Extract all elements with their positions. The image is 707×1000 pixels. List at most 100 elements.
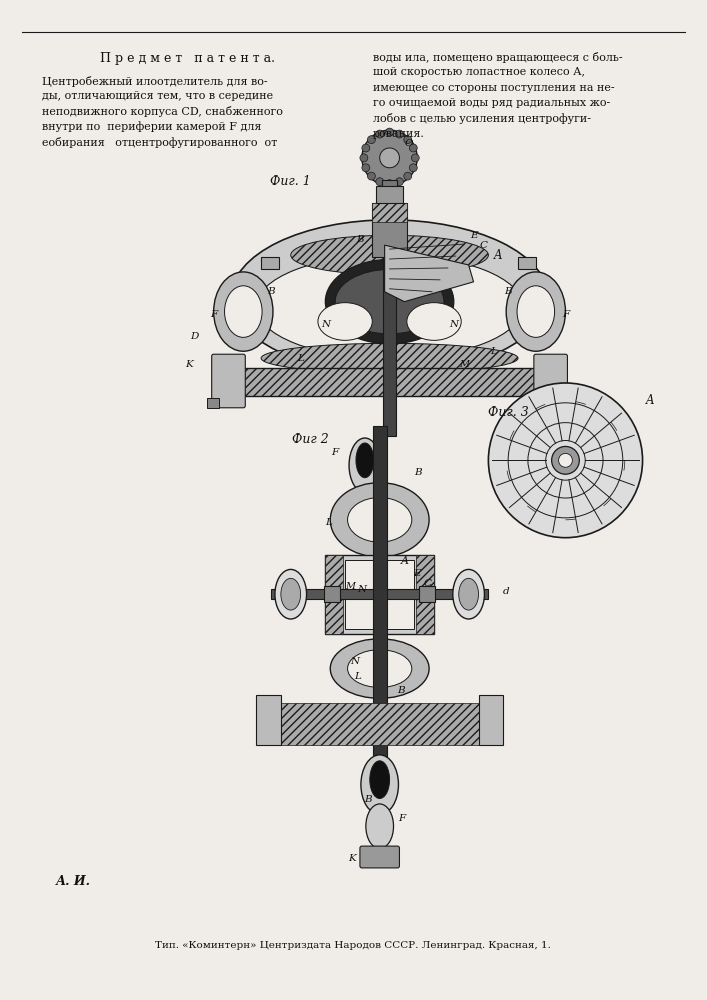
Text: E: E <box>469 231 477 240</box>
Text: Фиг. 3: Фиг. 3 <box>488 406 529 419</box>
Ellipse shape <box>330 483 429 557</box>
Text: L: L <box>354 672 361 681</box>
Text: K: K <box>348 854 356 863</box>
Bar <box>325 555 343 634</box>
Bar <box>382 180 397 188</box>
Bar <box>419 586 435 602</box>
Circle shape <box>559 453 573 467</box>
Polygon shape <box>385 245 474 302</box>
Circle shape <box>368 136 375 144</box>
Text: O: O <box>405 138 414 147</box>
Circle shape <box>395 178 404 186</box>
Text: Тип. «Коминтерн» Центриздата Народов СССР. Ленинград. Красная, 1.: Тип. «Коминтерн» Центриздата Народов ССС… <box>155 941 551 950</box>
Text: внутри по  периферии камерой F для: внутри по периферии камерой F для <box>42 122 261 132</box>
FancyBboxPatch shape <box>360 846 399 868</box>
Circle shape <box>362 130 417 186</box>
Text: П р е д м е т   п а т е н т а.: П р е д м е т п а т е н т а. <box>100 52 276 65</box>
Circle shape <box>404 136 411 144</box>
Text: N: N <box>351 657 360 666</box>
Text: B: B <box>364 795 372 804</box>
Bar <box>479 695 503 745</box>
Ellipse shape <box>370 761 390 798</box>
Text: L: L <box>297 354 304 363</box>
Ellipse shape <box>459 578 479 610</box>
Text: M: M <box>345 582 355 591</box>
Text: F: F <box>398 814 405 823</box>
Circle shape <box>409 144 417 152</box>
Text: M: M <box>459 360 469 369</box>
Circle shape <box>380 148 399 168</box>
Ellipse shape <box>225 286 262 337</box>
FancyBboxPatch shape <box>345 560 414 629</box>
Ellipse shape <box>214 272 273 351</box>
Circle shape <box>376 178 384 186</box>
Circle shape <box>551 446 579 474</box>
Text: F: F <box>562 310 569 319</box>
Circle shape <box>385 180 394 188</box>
Text: C: C <box>423 579 431 588</box>
Text: B: B <box>356 235 363 244</box>
Circle shape <box>362 144 370 152</box>
Text: B: B <box>267 287 275 296</box>
Bar <box>256 695 281 745</box>
Text: го очищаемой воды ряд радиальных жо-: го очищаемой воды ряд радиальных жо- <box>373 98 610 108</box>
Ellipse shape <box>349 438 380 493</box>
Bar <box>375 186 404 203</box>
Circle shape <box>409 164 417 172</box>
Circle shape <box>362 164 370 172</box>
Text: A: A <box>494 249 503 262</box>
Ellipse shape <box>348 498 411 542</box>
Bar <box>271 589 489 599</box>
Ellipse shape <box>231 220 548 374</box>
Text: N: N <box>357 585 366 594</box>
Circle shape <box>395 130 404 138</box>
Ellipse shape <box>348 650 411 687</box>
Text: Фиг. 1: Фиг. 1 <box>270 175 311 188</box>
Text: C: C <box>479 241 487 250</box>
Text: L: L <box>490 347 497 356</box>
Ellipse shape <box>361 755 399 814</box>
Text: F: F <box>210 310 217 319</box>
Circle shape <box>376 130 384 138</box>
Bar <box>325 586 340 602</box>
Text: имеющее со стороны поступления на не-: имеющее со стороны поступления на не- <box>373 83 614 93</box>
Ellipse shape <box>325 260 454 344</box>
Ellipse shape <box>291 235 489 275</box>
Circle shape <box>411 154 419 162</box>
Circle shape <box>368 172 375 180</box>
Bar <box>372 202 407 222</box>
Circle shape <box>489 383 643 538</box>
Text: B: B <box>397 686 405 695</box>
Text: K: K <box>185 360 193 369</box>
Text: Фиг 2: Фиг 2 <box>292 433 329 446</box>
Text: A: A <box>400 556 409 566</box>
Bar <box>518 257 536 269</box>
Ellipse shape <box>335 269 444 334</box>
Bar <box>382 158 397 436</box>
Text: N: N <box>321 320 330 329</box>
Bar <box>416 555 434 634</box>
Ellipse shape <box>366 804 394 849</box>
Ellipse shape <box>517 286 554 337</box>
Text: B: B <box>414 468 422 477</box>
Text: неподвижного корпуса CD, снабженного: неподвижного корпуса CD, снабженного <box>42 106 283 117</box>
FancyBboxPatch shape <box>534 354 568 408</box>
FancyBboxPatch shape <box>325 555 434 634</box>
Text: воды ила, помещено вращающееся с боль-: воды ила, помещено вращающееся с боль- <box>373 52 622 63</box>
Text: А. И.: А. И. <box>56 875 90 888</box>
Text: D: D <box>189 332 198 341</box>
FancyBboxPatch shape <box>211 354 245 408</box>
Text: лобов с целью усиления центрофуги-: лобов с целью усиления центрофуги- <box>373 113 591 124</box>
Ellipse shape <box>452 569 484 619</box>
Ellipse shape <box>407 303 461 340</box>
Text: d: d <box>503 587 510 596</box>
Ellipse shape <box>275 569 307 619</box>
Bar <box>385 186 395 194</box>
Text: шой скоростью лопастное колесо А,: шой скоростью лопастное колесо А, <box>373 67 585 77</box>
Text: N: N <box>449 320 458 329</box>
Ellipse shape <box>318 303 373 340</box>
Bar <box>373 426 387 802</box>
Circle shape <box>404 172 411 180</box>
Ellipse shape <box>506 272 566 351</box>
Ellipse shape <box>281 578 300 610</box>
